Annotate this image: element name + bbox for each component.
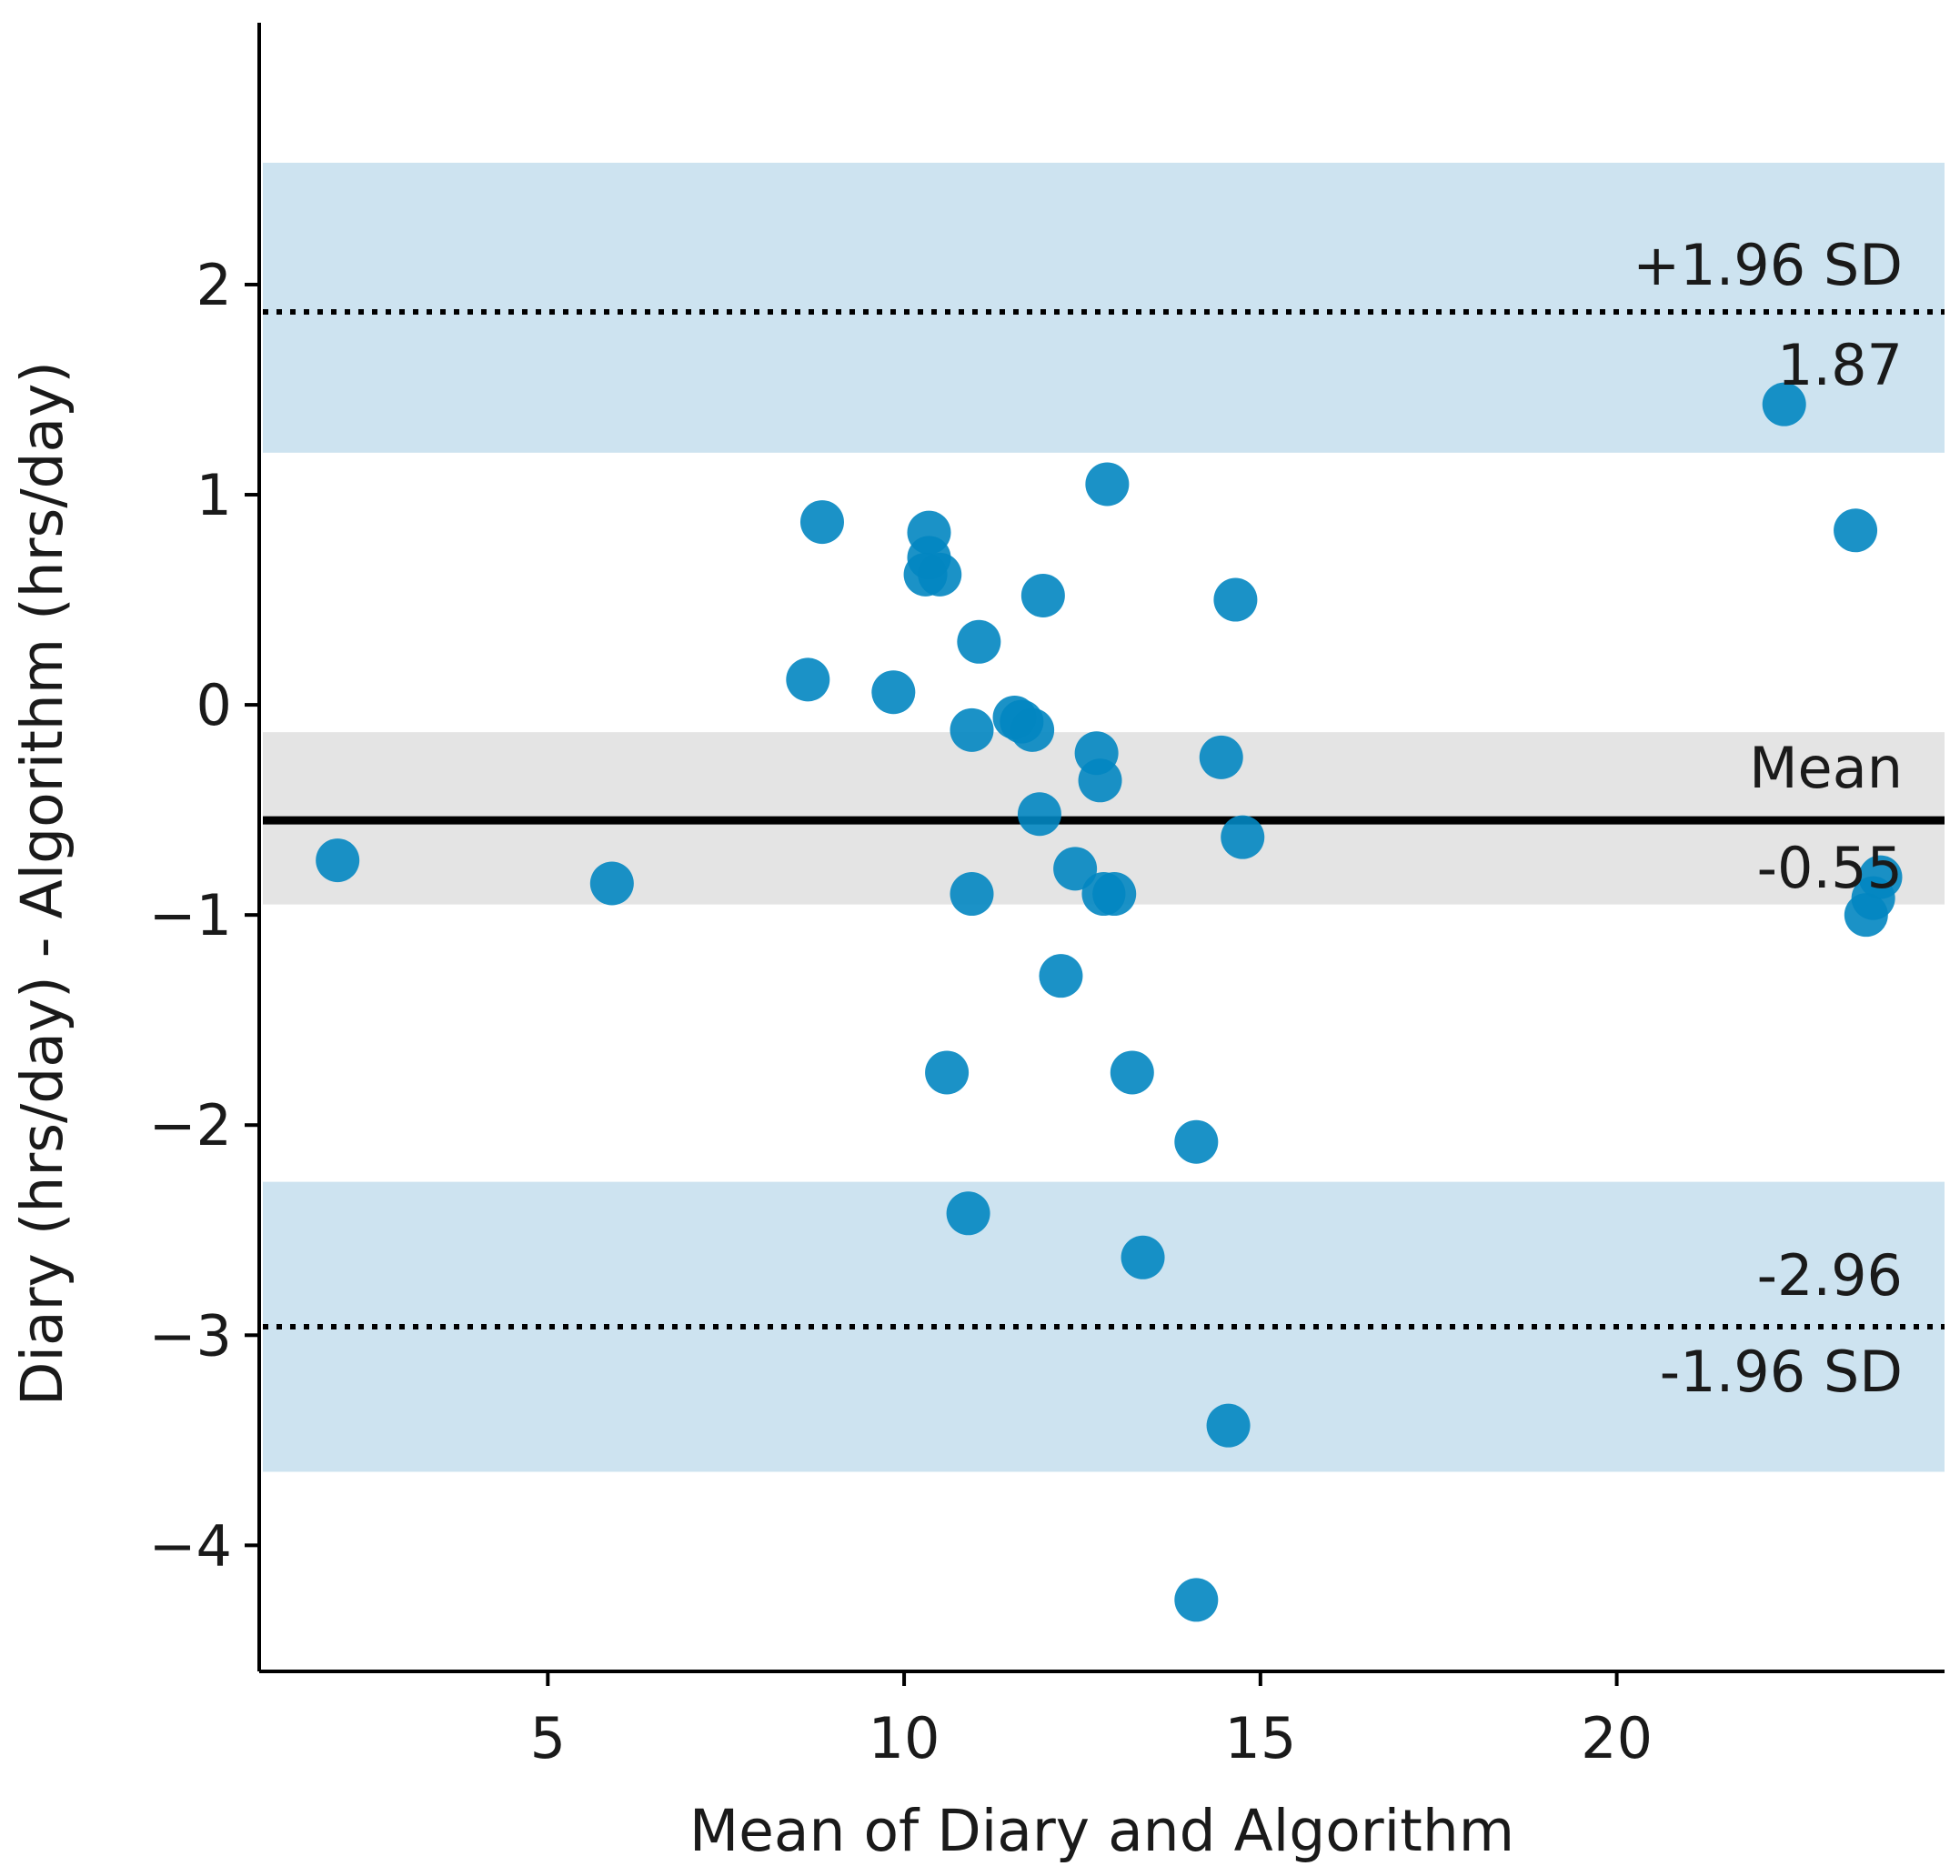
data-point	[1039, 954, 1083, 998]
data-point	[1078, 758, 1122, 803]
data-point	[1213, 577, 1258, 622]
data-point	[1858, 855, 1903, 899]
data-point	[957, 619, 1001, 664]
points-layer	[316, 382, 1903, 1622]
data-point	[799, 500, 844, 545]
y-tick-label: −1	[149, 882, 232, 948]
y-tick-label: 2	[196, 252, 232, 318]
data-point	[316, 838, 360, 883]
data-point	[1121, 1235, 1165, 1279]
data-point	[1053, 847, 1098, 891]
data-point	[589, 861, 634, 906]
reference-lines-layer	[263, 308, 1945, 1330]
data-point	[1020, 573, 1065, 617]
lower-loa-name-label: -1.96 SD	[1660, 1339, 1903, 1405]
data-point	[1199, 735, 1243, 779]
data-point	[786, 657, 830, 702]
lower-loa-value-label: -2.96	[1757, 1242, 1903, 1309]
x-tick-label: 15	[1224, 1705, 1296, 1771]
data-point	[1174, 1578, 1219, 1622]
data-point	[1221, 815, 1265, 859]
data-point	[946, 1191, 990, 1236]
data-point	[1110, 1050, 1154, 1095]
y-tick-label: −2	[149, 1092, 232, 1159]
y-tick-label: −4	[149, 1512, 232, 1579]
y-tick-label: 0	[196, 672, 232, 738]
data-point	[950, 707, 994, 752]
x-tick-label: 10	[869, 1705, 940, 1771]
data-point	[1762, 382, 1806, 426]
data-point	[1174, 1119, 1219, 1164]
y-tick-label: 1	[196, 462, 232, 528]
data-point	[925, 1050, 970, 1095]
x-tick-label: 5	[530, 1705, 566, 1771]
data-point	[1206, 1403, 1251, 1448]
x-axis-label: Mean of Diary and Algorithm	[689, 1798, 1514, 1864]
data-point	[918, 552, 962, 597]
mean-value-label: -0.55	[1757, 835, 1903, 901]
data-point	[1010, 707, 1055, 752]
data-point	[871, 670, 916, 715]
upper-loa-ci-band	[263, 162, 1945, 453]
data-point	[950, 872, 994, 917]
x-tick-label: 20	[1581, 1705, 1653, 1771]
lower-loa-ci-band	[263, 1181, 1945, 1472]
data-point	[1017, 792, 1061, 837]
upper-loa-name-label: +1.96 SD	[1633, 232, 1903, 298]
data-point	[1085, 462, 1130, 507]
data-point	[1834, 508, 1878, 553]
mean-name-label: Mean	[1749, 735, 1903, 801]
upper-loa-value-label: 1.87	[1777, 332, 1903, 398]
y-axis-label: Diary (hrs/day) - Algorithm (hrs/day)	[9, 361, 75, 1406]
data-point	[1092, 872, 1137, 917]
y-tick-label: −3	[149, 1302, 232, 1369]
